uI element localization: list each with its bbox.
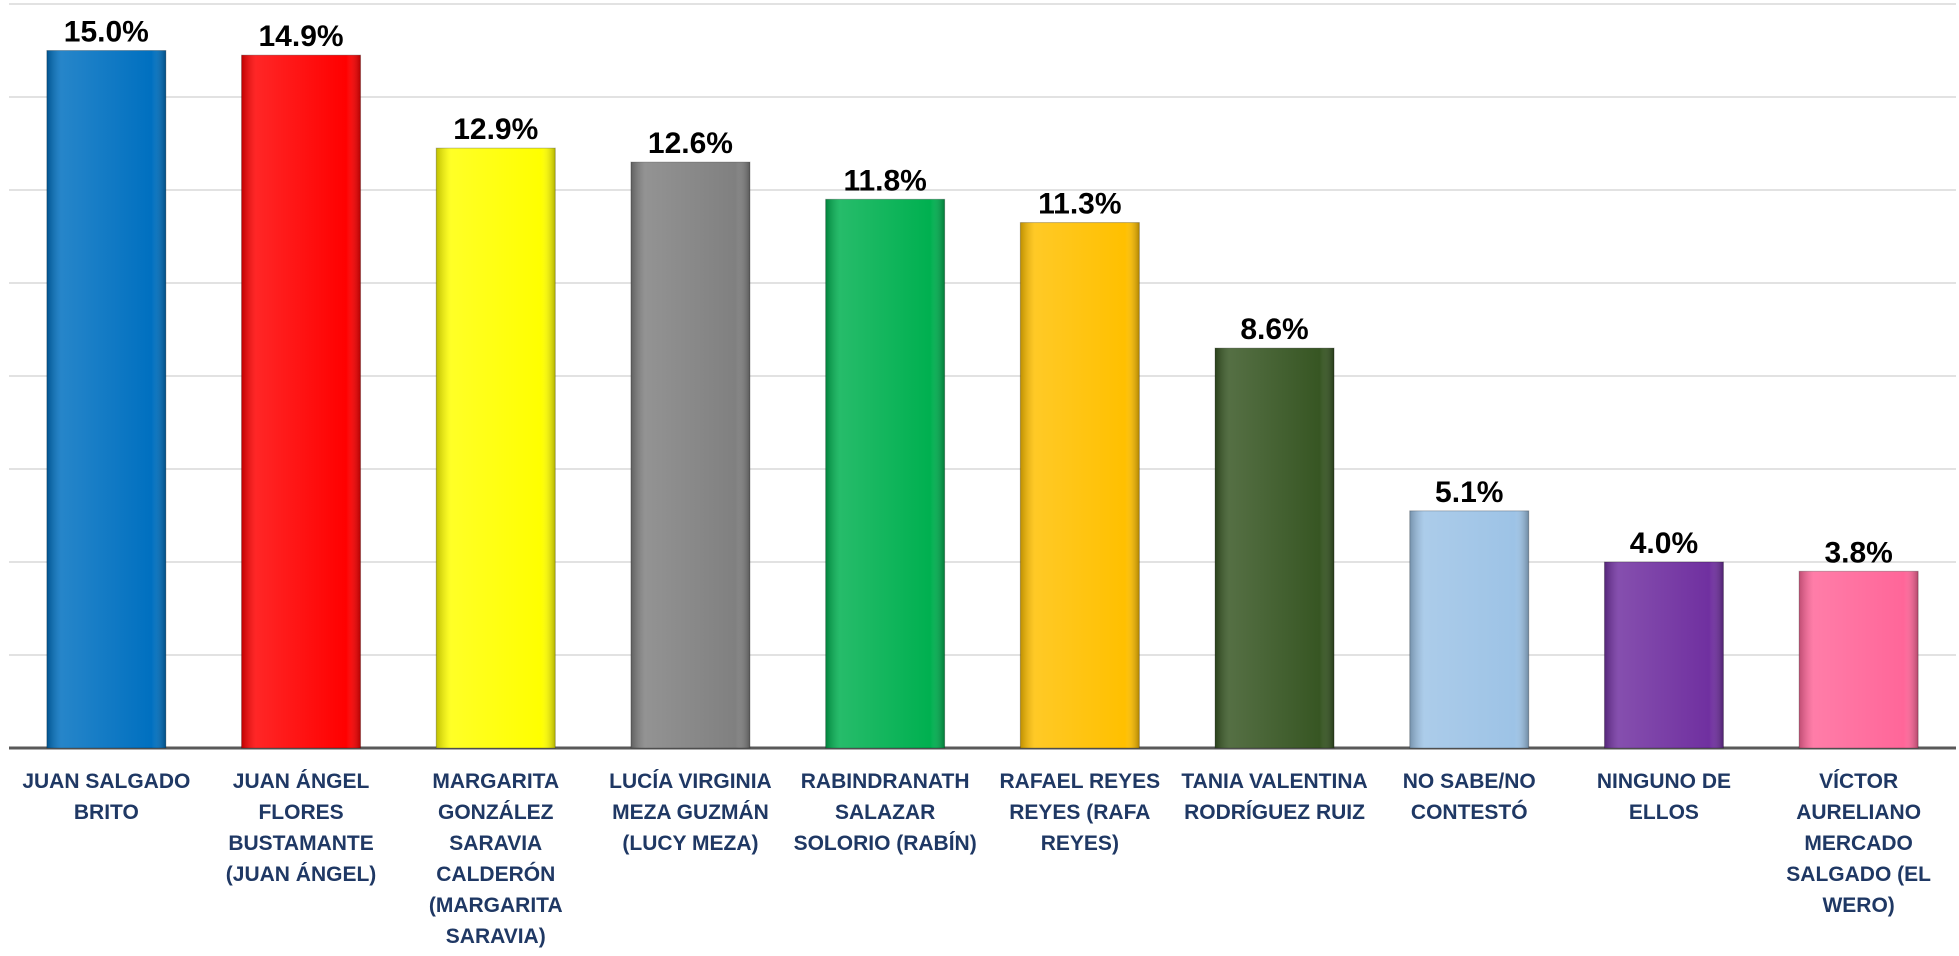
value-label: 3.8%: [1824, 536, 1892, 569]
x-tick-label: LUCÍA VIRGINIA MEZA GUZMÁN (LUCY MEZA): [609, 770, 772, 855]
value-label: 12.6%: [648, 127, 733, 160]
x-tick-label: VÍCTOR AURELIANO MERCADO SALGADO (EL WER…: [1786, 770, 1931, 917]
bar: [1409, 510, 1530, 749]
x-tick-label: MARGARITA GONZÁLEZ SARAVIA CALDERÓN (MAR…: [428, 770, 563, 948]
bar: [1214, 347, 1335, 749]
bar: [1798, 570, 1919, 749]
x-tick-label: JUAN SALGADO BRITO: [22, 770, 191, 824]
x-tick-label: NO SABE/NO CONTESTÓ: [1402, 770, 1536, 824]
bar: [46, 50, 167, 749]
bar: [435, 147, 556, 749]
value-label: 8.6%: [1240, 313, 1308, 346]
value-label: 11.8%: [843, 164, 926, 197]
bar: [630, 161, 751, 749]
x-tick-label: RAFAEL REYES REYES (RAFA REYES): [999, 770, 1161, 855]
value-label: 5.1%: [1435, 476, 1503, 509]
bar: [825, 198, 946, 749]
value-label: 12.9%: [453, 113, 538, 146]
bar: [241, 54, 362, 749]
value-label: 4.0%: [1630, 527, 1698, 560]
x-tick-label: JUAN ÁNGEL FLORES BUSTAMANTE (JUAN ÁNGEL…: [225, 770, 377, 886]
value-label: 14.9%: [259, 20, 344, 53]
x-tick-label: TANIA VALENTINA RODRÍGUEZ RUIZ: [1181, 770, 1368, 824]
bar: [1603, 561, 1724, 749]
value-label: 11.3%: [1038, 188, 1121, 221]
value-label: 15.0%: [64, 16, 149, 49]
x-tick-label: NINGUNO DE ELLOS: [1596, 770, 1732, 824]
x-tick-label: RABINDRANATH SALAZAR SOLORIO (RABÍN): [793, 770, 977, 855]
bar: [1019, 222, 1140, 749]
